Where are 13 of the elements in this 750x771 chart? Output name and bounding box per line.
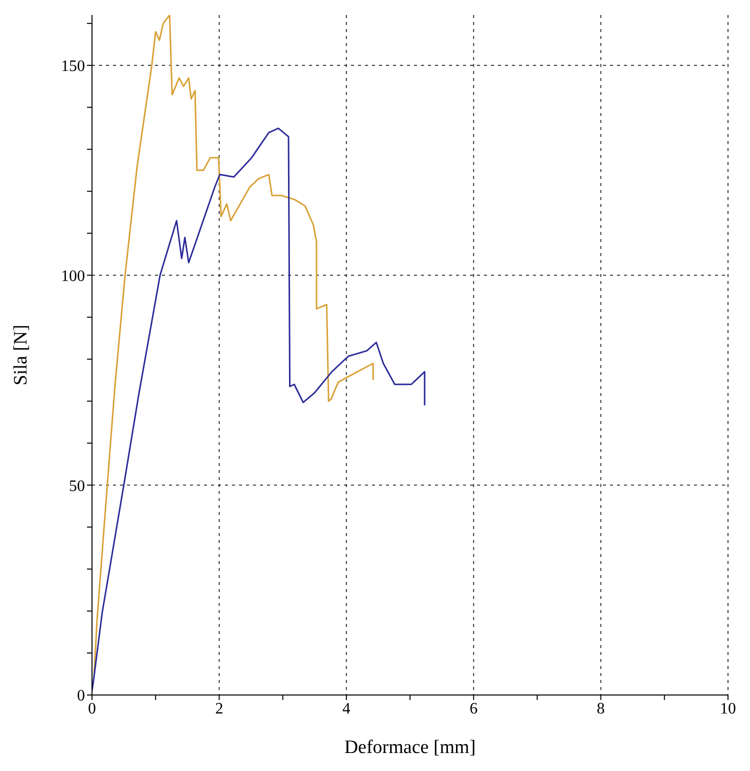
x-axis-title: Deformace [mm] [344,737,476,758]
x-tick-label: 4 [342,700,350,718]
x-tick-label: 10 [720,700,736,718]
x-tick-label: 0 [88,700,96,718]
x-tick-label: 8 [596,700,605,718]
x-tick-label: 2 [215,700,224,718]
x-tick-label: 6 [470,700,478,718]
y-tick-label: 50 [69,478,85,495]
y-tick-label: 150 [61,58,85,76]
y-axis-title: Sila [N] [10,324,32,386]
y-tick-label: 0 [77,688,85,705]
line-series [92,128,426,692]
y-tick-label: 100 [61,268,85,285]
